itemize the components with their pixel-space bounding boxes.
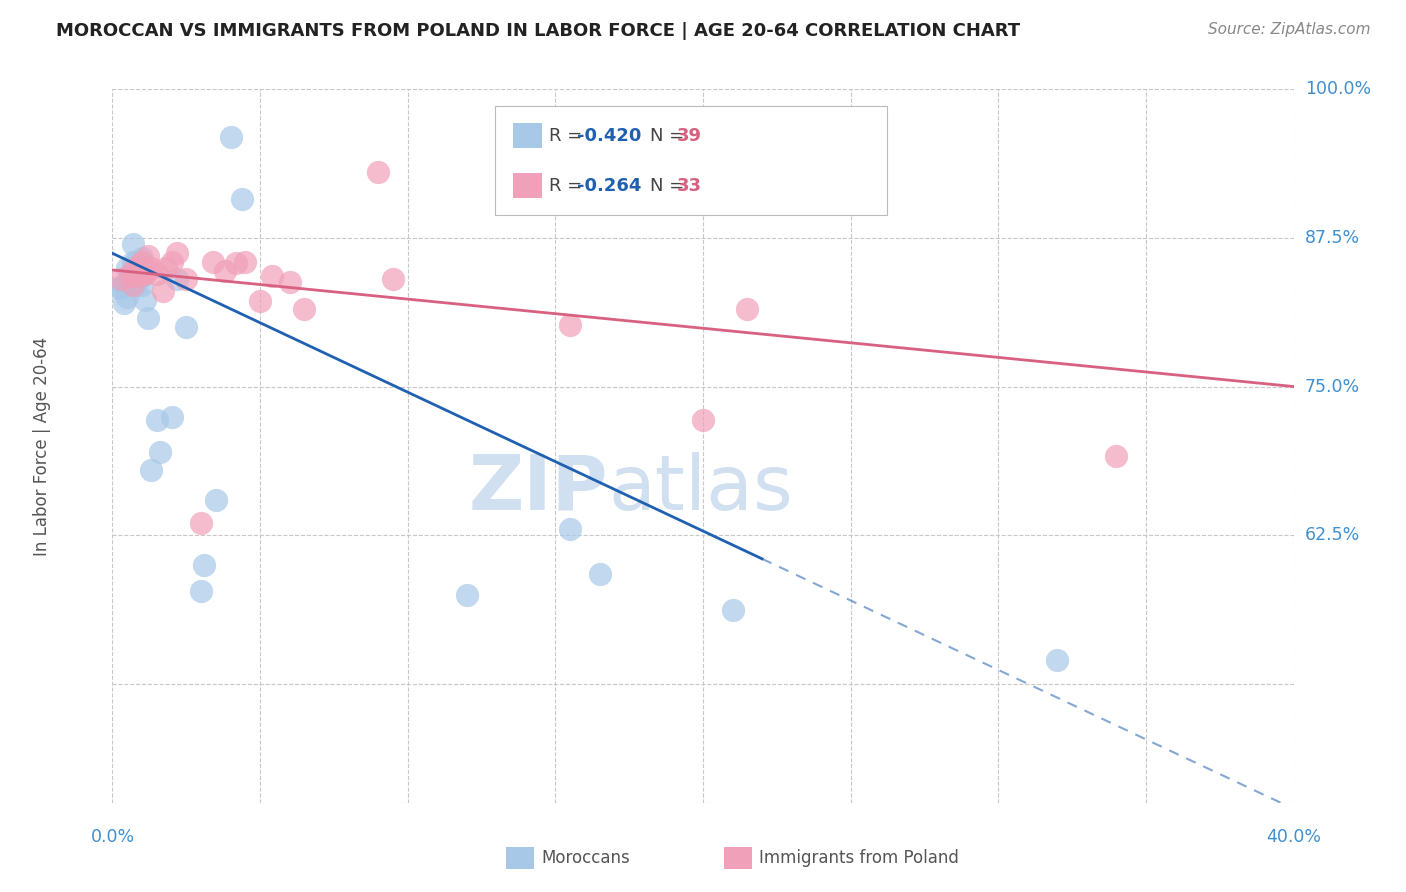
Point — [149, 445, 172, 459]
Text: -0.420: -0.420 — [576, 127, 641, 145]
Point — [160, 254, 183, 268]
Point — [367, 165, 389, 179]
Point — [139, 463, 162, 477]
Text: 62.5%: 62.5% — [1305, 526, 1360, 544]
Point — [166, 246, 188, 260]
Point — [174, 320, 197, 334]
Text: 33: 33 — [676, 177, 702, 194]
Text: R =: R = — [548, 127, 588, 145]
Point — [128, 258, 150, 272]
Text: 87.5%: 87.5% — [1305, 229, 1360, 247]
Point — [278, 275, 301, 289]
Text: Source: ZipAtlas.com: Source: ZipAtlas.com — [1208, 22, 1371, 37]
Point — [152, 285, 174, 299]
Point — [174, 272, 197, 286]
Point — [205, 492, 228, 507]
Point — [110, 279, 132, 293]
Point — [190, 584, 212, 599]
Text: -0.264: -0.264 — [576, 177, 641, 194]
Point — [131, 263, 153, 277]
Point — [155, 260, 177, 275]
Point — [225, 256, 247, 270]
Point — [136, 310, 159, 325]
Point — [117, 260, 138, 275]
Point — [134, 293, 156, 307]
Point — [128, 272, 150, 286]
Point — [125, 278, 148, 293]
Point — [117, 276, 138, 290]
Point — [125, 267, 148, 281]
Point — [1046, 653, 1069, 667]
Point — [131, 251, 153, 265]
Point — [120, 268, 142, 283]
Text: N =: N = — [650, 127, 690, 145]
Point — [146, 413, 169, 427]
Point — [1105, 449, 1128, 463]
Point — [231, 192, 253, 206]
Point — [219, 129, 242, 144]
Point — [146, 267, 169, 281]
Text: 40.0%: 40.0% — [1265, 828, 1322, 846]
Point — [122, 263, 145, 277]
Point — [128, 258, 150, 272]
Point — [201, 254, 224, 268]
Point — [139, 260, 162, 275]
Point — [193, 558, 215, 572]
Point — [249, 293, 271, 308]
Text: Moroccans: Moroccans — [541, 849, 630, 867]
Text: MOROCCAN VS IMMIGRANTS FROM POLAND IN LABOR FORCE | AGE 20-64 CORRELATION CHART: MOROCCAN VS IMMIGRANTS FROM POLAND IN LA… — [56, 22, 1021, 40]
Point — [558, 522, 582, 536]
Point — [558, 318, 582, 332]
Point — [120, 267, 142, 281]
Text: N =: N = — [650, 177, 690, 194]
Point — [382, 272, 405, 286]
Point — [110, 272, 132, 286]
Point — [122, 236, 145, 251]
Text: ZIP: ZIP — [470, 452, 609, 525]
Point — [122, 278, 145, 293]
Point — [292, 302, 315, 317]
Text: In Labor Force | Age 20-64: In Labor Force | Age 20-64 — [32, 336, 51, 556]
Point — [107, 281, 129, 295]
Point — [136, 249, 159, 263]
Point — [190, 516, 212, 531]
Text: R =: R = — [548, 177, 588, 194]
Point — [131, 267, 153, 281]
Point — [160, 410, 183, 425]
Point — [128, 267, 150, 281]
Point — [692, 413, 714, 427]
Point — [125, 254, 148, 268]
Point — [117, 290, 138, 304]
Text: 0.0%: 0.0% — [90, 828, 135, 846]
Text: 75.0%: 75.0% — [1305, 377, 1360, 395]
Point — [125, 268, 148, 283]
Point — [131, 278, 153, 293]
Point — [122, 254, 145, 268]
Point — [456, 588, 478, 602]
Point — [214, 264, 236, 278]
Point — [122, 267, 145, 281]
Text: 100.0%: 100.0% — [1305, 80, 1371, 98]
Point — [112, 278, 135, 293]
Text: Immigrants from Poland: Immigrants from Poland — [759, 849, 959, 867]
Point — [737, 302, 759, 317]
Point — [166, 272, 188, 286]
Text: atlas: atlas — [609, 452, 793, 525]
Point — [134, 267, 156, 281]
Point — [260, 268, 283, 283]
Point — [122, 275, 145, 289]
Text: 39: 39 — [676, 127, 702, 145]
Point — [588, 567, 610, 582]
Point — [721, 603, 744, 617]
Point — [120, 277, 142, 292]
Point — [112, 296, 135, 310]
Point — [131, 254, 153, 268]
Point — [233, 254, 256, 268]
